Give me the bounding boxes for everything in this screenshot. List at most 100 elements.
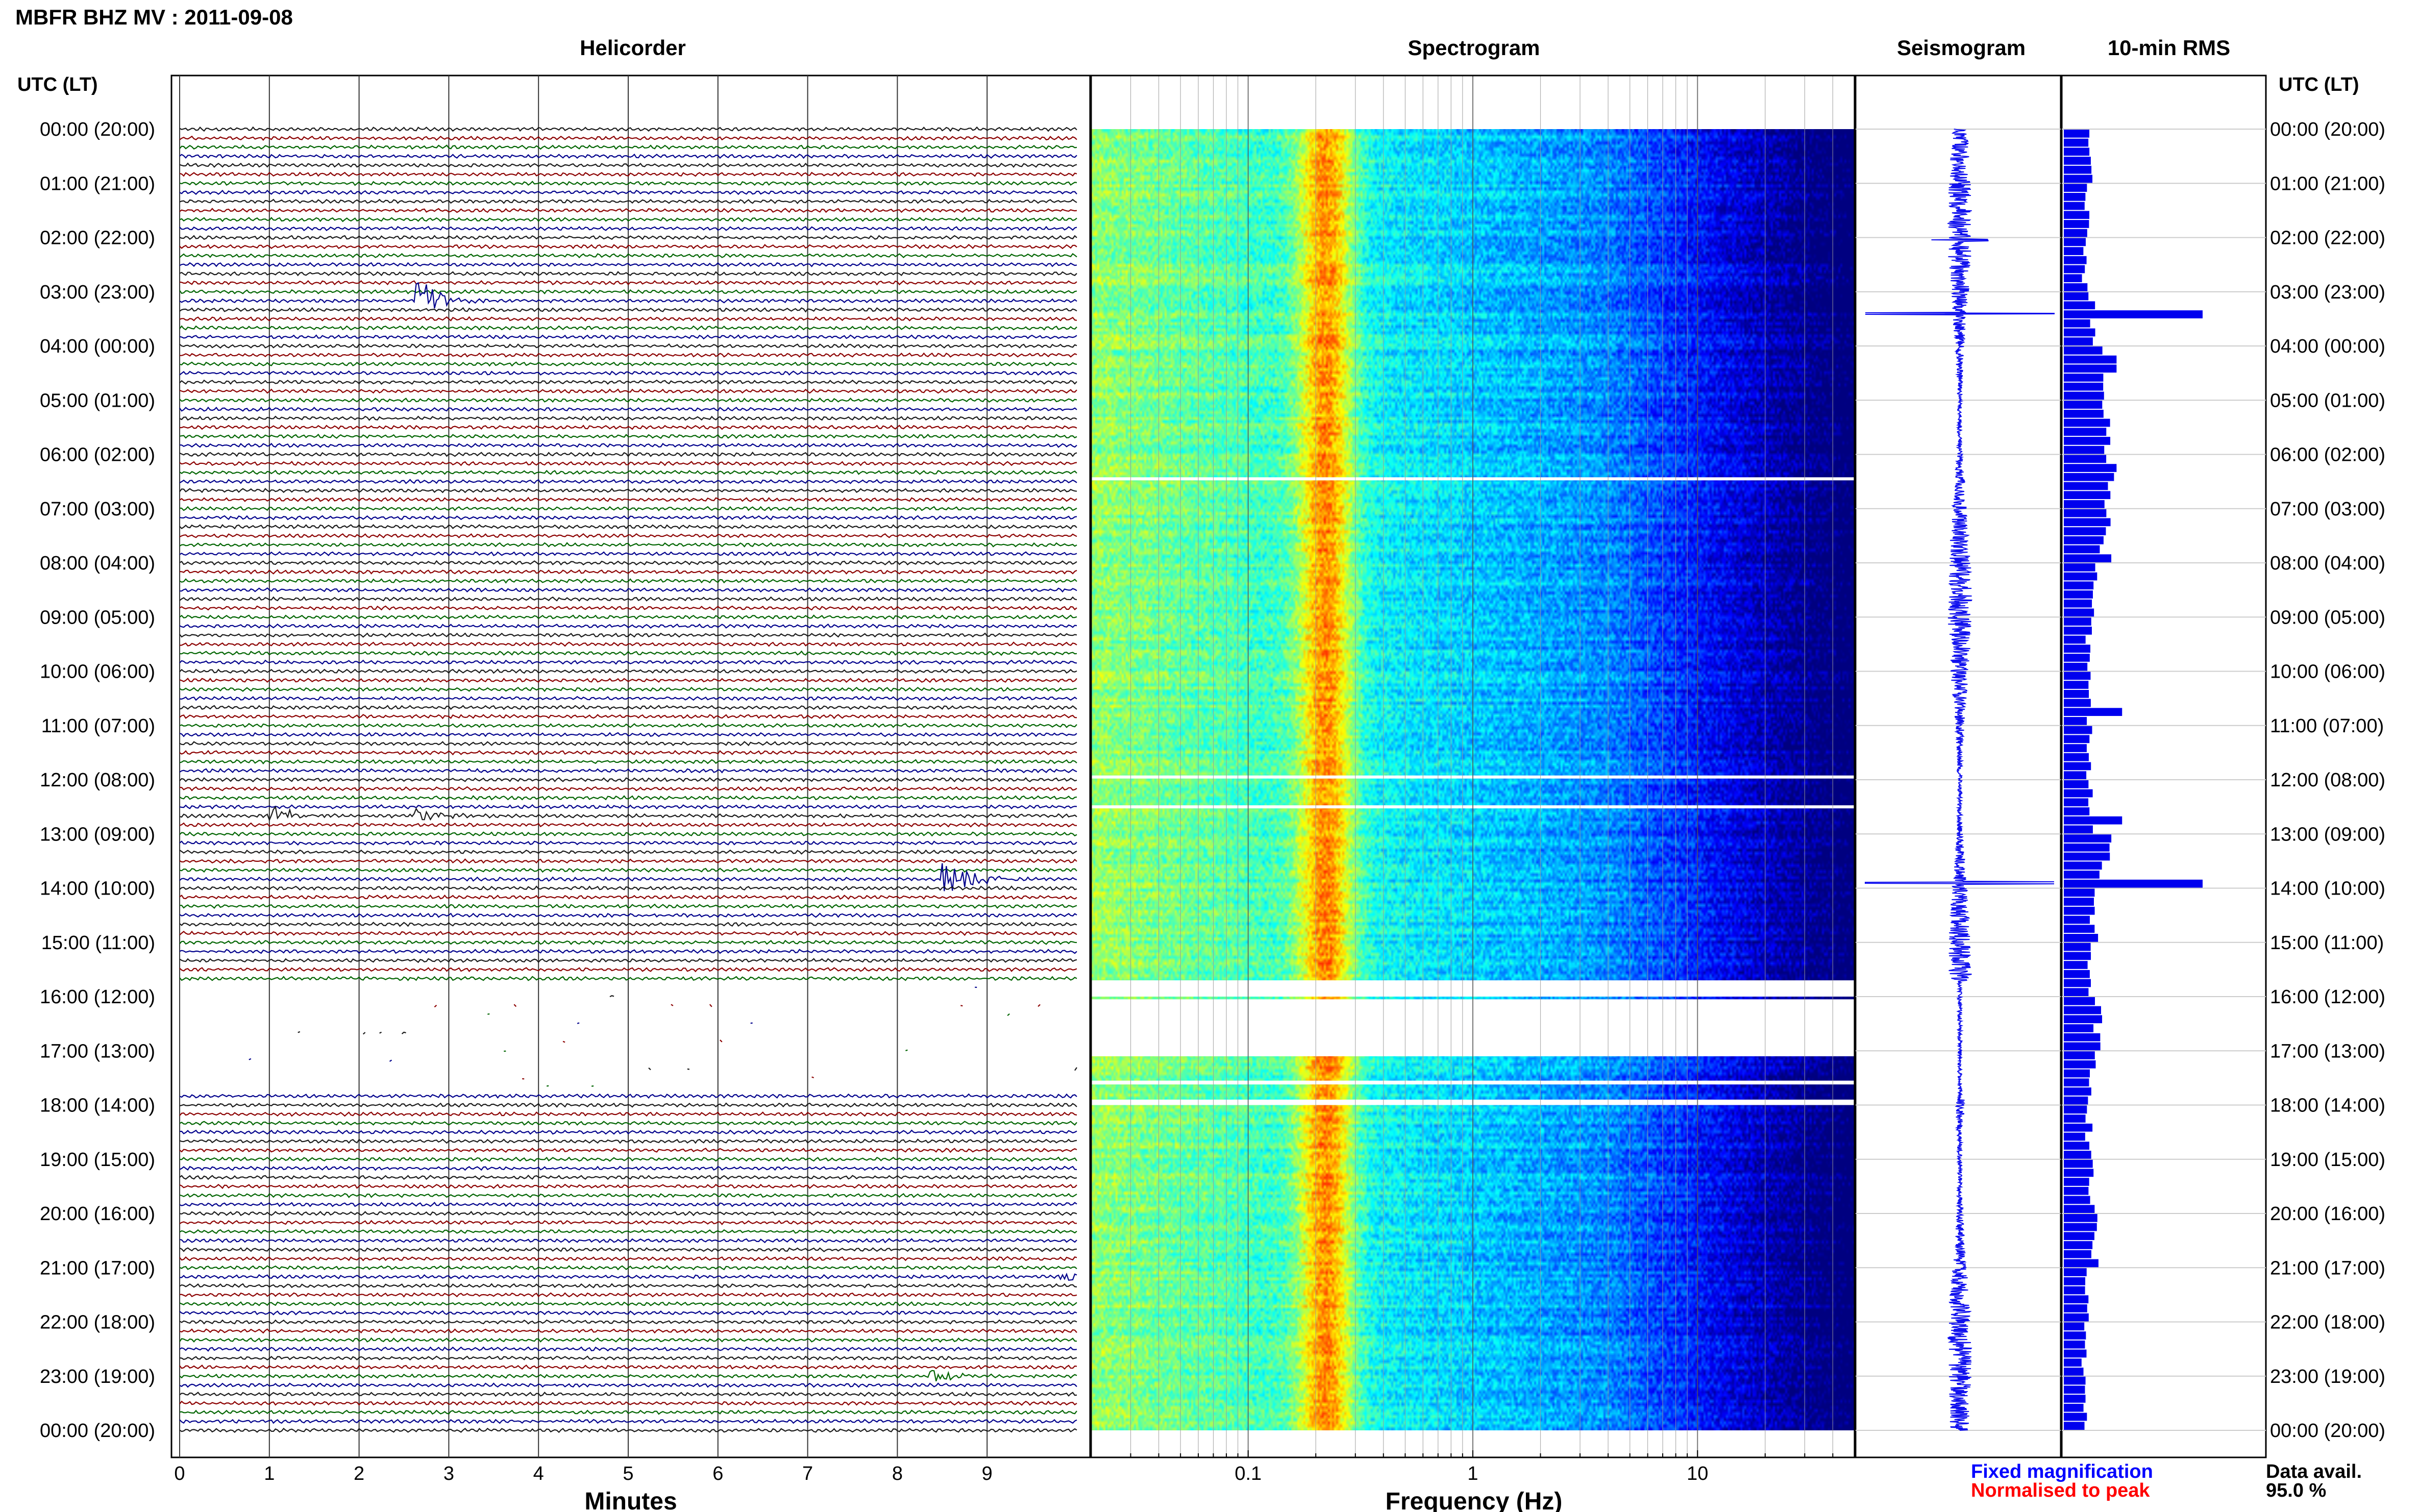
rms-bar bbox=[2064, 437, 2111, 445]
rms-bar bbox=[2064, 527, 2106, 535]
rms-bar bbox=[2064, 1159, 2093, 1168]
rms-bar bbox=[2064, 1060, 2096, 1069]
rms-bar bbox=[2064, 1051, 2095, 1059]
rms-bar bbox=[2064, 626, 2092, 635]
helicorder-trace-row bbox=[179, 930, 1077, 936]
helicorder-trace-row bbox=[179, 732, 1077, 737]
rms-bar bbox=[2064, 1349, 2087, 1358]
helicorder-tick-label: 3 bbox=[443, 1463, 454, 1484]
rms-bar bbox=[2064, 229, 2087, 237]
rms-bar bbox=[2064, 1105, 2087, 1114]
helicorder-trace-row bbox=[179, 497, 1077, 503]
rms-bar bbox=[2064, 834, 2112, 842]
rms-bar bbox=[2064, 1259, 2099, 1268]
time-label-right: 01:00 (21:00) bbox=[2270, 173, 2385, 194]
helicorder-panel: 0 1 2 3 4 5 6 7 8 9 bbox=[170, 75, 1091, 1484]
helicorder-trace-row bbox=[179, 912, 1077, 918]
rms-bar bbox=[2064, 1024, 2094, 1032]
time-label-right: 00:00 (20:00) bbox=[2270, 1420, 2385, 1442]
helicorder-trace-row bbox=[179, 1370, 1077, 1381]
helicorder-trace-row bbox=[179, 243, 1077, 250]
helicorder-trace-row bbox=[179, 325, 1077, 331]
helicorder-trace-row bbox=[179, 632, 1077, 638]
helicorder-trace-row bbox=[179, 398, 1077, 403]
time-label-right: 04:00 (00:00) bbox=[2270, 336, 2385, 357]
helicorder-trace-row bbox=[179, 939, 1077, 946]
time-label-left: 18:00 (14:00) bbox=[40, 1095, 155, 1117]
helicorder-trace-row bbox=[179, 144, 1077, 150]
helicorder-trace-row bbox=[179, 569, 1077, 575]
time-label-right: 00:00 (20:00) bbox=[2270, 119, 2385, 140]
rms-bar bbox=[2064, 581, 2094, 590]
helicorder-trace-row bbox=[179, 786, 1077, 791]
time-label-right: 16:00 (12:00) bbox=[2270, 986, 2385, 1008]
rms-bar bbox=[2064, 138, 2089, 147]
time-label-left: 09:00 (05:00) bbox=[40, 607, 155, 628]
rms-bar bbox=[2064, 780, 2089, 788]
rms-bar bbox=[2064, 1178, 2089, 1186]
helicorder-trace-row bbox=[179, 858, 1077, 864]
helicorder-trace-row bbox=[179, 686, 1077, 692]
helicorder-tick-label: 7 bbox=[802, 1463, 813, 1484]
rms-bar bbox=[2064, 1331, 2086, 1340]
rms-bar bbox=[2064, 509, 2107, 517]
helicorder-trace-row bbox=[179, 479, 1077, 484]
helicorder-trace-row bbox=[179, 388, 1077, 394]
helicorder-trace-row bbox=[179, 1292, 1077, 1298]
time-label-right: 06:00 (02:00) bbox=[2270, 444, 2385, 466]
time-label-right: 03:00 (23:00) bbox=[2270, 282, 2385, 303]
helicorder-trace-row bbox=[179, 1409, 1077, 1415]
rms-bar bbox=[2064, 771, 2087, 779]
helicorder-trace-row bbox=[179, 452, 1077, 458]
seismogram-panel bbox=[1855, 75, 2062, 1458]
rms-bar bbox=[2064, 689, 2089, 698]
rms-bar bbox=[2064, 1042, 2101, 1051]
rms-bar bbox=[2064, 428, 2107, 436]
rms-gridlines bbox=[2062, 129, 2266, 1431]
rms-bar bbox=[2064, 717, 2087, 725]
helicorder-trace-row bbox=[179, 723, 1077, 728]
helicorder-trace-row bbox=[179, 289, 1077, 294]
time-label-left: 20:00 (16:00) bbox=[40, 1203, 155, 1225]
rms-bar bbox=[2064, 1196, 2090, 1204]
helicorder-trace-row bbox=[179, 1392, 1077, 1397]
helicorder-trace-row bbox=[179, 126, 1077, 132]
rms-bar bbox=[2064, 1096, 2088, 1105]
time-label-right: 20:00 (16:00) bbox=[2270, 1203, 2385, 1225]
helicorder-trace-row bbox=[179, 659, 1077, 665]
rms-bar bbox=[2064, 1322, 2085, 1331]
helicorder-trace-row bbox=[179, 713, 1077, 720]
helicorder-trace-row bbox=[179, 795, 1077, 801]
rms-bar bbox=[2064, 211, 2090, 219]
seismogram-title: Seismogram bbox=[1897, 36, 2026, 60]
time-label-left: 06:00 (02:00) bbox=[40, 444, 155, 466]
helicorder-trace-row bbox=[179, 1229, 1077, 1234]
helicorder-trace-row bbox=[179, 1346, 1077, 1352]
rms-bar bbox=[2064, 934, 2099, 942]
helicorder-trace-row bbox=[179, 614, 1077, 620]
rms-bar bbox=[2064, 1205, 2095, 1213]
rms-bar bbox=[2064, 536, 2104, 544]
helicorder-trace-row bbox=[179, 1138, 1077, 1144]
rms-bar bbox=[2064, 175, 2093, 183]
rms-bar bbox=[2064, 871, 2100, 879]
rms-bar bbox=[2064, 382, 2104, 391]
rms-bar bbox=[2064, 1313, 2089, 1322]
rms-bar bbox=[2064, 355, 2117, 364]
rms-bar bbox=[2064, 816, 2122, 825]
rms-bar bbox=[2064, 445, 2105, 454]
rms-bar bbox=[2064, 1385, 2085, 1394]
rms-bar bbox=[2064, 1142, 2090, 1150]
helicorder-trace-row bbox=[179, 1102, 1077, 1108]
rms-bar bbox=[2064, 464, 2117, 472]
rms-bar bbox=[2064, 1232, 2094, 1241]
helicorder-trace-row bbox=[179, 542, 1077, 548]
rms-bar bbox=[2064, 1358, 2082, 1367]
helicorder-trace-row bbox=[179, 1337, 1077, 1343]
helicorder-tick-label: 6 bbox=[712, 1463, 723, 1484]
time-label-left: 02:00 (22:00) bbox=[40, 228, 155, 249]
time-label-right: 12:00 (08:00) bbox=[2270, 770, 2385, 791]
rms-bar bbox=[2064, 1114, 2086, 1123]
rms-bar bbox=[2064, 1277, 2086, 1285]
